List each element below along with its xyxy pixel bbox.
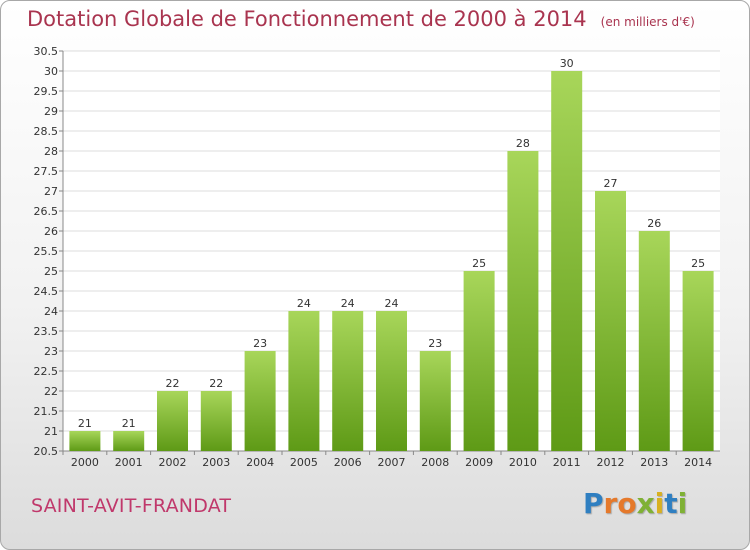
x-tick-label: 2000	[71, 456, 99, 469]
y-tick-label: 24	[44, 305, 58, 318]
x-tick-label: 2004	[246, 456, 274, 469]
bar	[157, 391, 188, 451]
x-tick-label: 2009	[465, 456, 493, 469]
bar	[376, 311, 407, 451]
x-tick-label: 2010	[509, 456, 537, 469]
y-tick-label: 30	[44, 65, 58, 78]
y-tick-label: 29	[44, 105, 58, 118]
y-tick-label: 27.5	[34, 165, 59, 178]
bar	[682, 271, 714, 451]
title-text: Dotation Globale de Fonctionnement de 20…	[27, 7, 587, 31]
logo-letter: P	[583, 487, 604, 520]
bar	[200, 391, 232, 451]
chart-title: Dotation Globale de Fonctionnement de 20…	[27, 7, 695, 31]
data-label: 28	[516, 137, 530, 150]
y-tick-label: 26	[44, 225, 58, 238]
data-label: 30	[560, 57, 574, 70]
data-label: 21	[78, 417, 92, 430]
logo-letter: o	[617, 487, 637, 520]
logo-letter: i	[677, 487, 688, 520]
y-tick-label: 28.5	[34, 125, 59, 138]
data-label: 24	[341, 297, 355, 310]
logo-letter: i	[654, 487, 665, 520]
logo-letter: t	[664, 487, 678, 520]
x-tick-label: 2001	[115, 456, 143, 469]
data-label: 26	[647, 217, 661, 230]
bar	[595, 191, 626, 451]
y-tick-label: 25.5	[34, 245, 59, 258]
y-tick-label: 20.5	[34, 445, 59, 458]
y-tick-label: 21.5	[34, 405, 59, 418]
x-tick-label: 2012	[597, 456, 625, 469]
proxiti-logo: Proxiti	[583, 487, 687, 520]
y-tick-label: 22	[44, 385, 58, 398]
x-tick-label: 2007	[378, 456, 406, 469]
data-label: 27	[604, 177, 618, 190]
x-tick-label: 2014	[684, 456, 712, 469]
bar	[638, 231, 670, 451]
x-tick-label: 2005	[290, 456, 318, 469]
bar	[463, 271, 495, 451]
data-label: 25	[472, 257, 486, 270]
bar	[551, 71, 583, 451]
x-tick-label: 2003	[202, 456, 230, 469]
data-label: 21	[122, 417, 136, 430]
y-tick-label: 23	[44, 345, 58, 358]
logo-letter: x	[636, 487, 655, 520]
bar	[113, 431, 145, 451]
bar	[332, 311, 364, 451]
bar	[244, 351, 276, 451]
logo-letter: r	[603, 487, 618, 520]
bar	[419, 351, 451, 451]
x-tick-label: 2008	[421, 456, 449, 469]
data-label: 22	[209, 377, 223, 390]
chart-subtitle: (en milliers d'€)	[600, 15, 695, 29]
data-label: 25	[691, 257, 705, 270]
y-tick-label: 23.5	[34, 325, 59, 338]
y-tick-label: 21	[44, 425, 58, 438]
y-tick-label: 25	[44, 265, 58, 278]
data-label: 24	[297, 297, 311, 310]
data-label: 23	[428, 337, 442, 350]
y-tick-label: 22.5	[34, 365, 59, 378]
x-tick-label: 2006	[334, 456, 362, 469]
x-tick-label: 2002	[159, 456, 187, 469]
y-tick-label: 26.5	[34, 205, 59, 218]
y-tick-label: 27	[44, 185, 58, 198]
bar	[288, 311, 320, 451]
y-tick-label: 29.5	[34, 85, 59, 98]
data-label: 23	[253, 337, 267, 350]
location-name: SAINT-AVIT-FRANDAT	[31, 495, 232, 517]
data-label: 22	[166, 377, 180, 390]
y-tick-label: 24.5	[34, 285, 59, 298]
data-label: 24	[385, 297, 399, 310]
y-tick-label: 30.5	[34, 45, 59, 58]
bar	[507, 151, 539, 451]
x-tick-label: 2011	[553, 456, 581, 469]
y-tick-label: 28	[44, 145, 58, 158]
bar	[69, 431, 101, 451]
x-tick-label: 2013	[640, 456, 668, 469]
